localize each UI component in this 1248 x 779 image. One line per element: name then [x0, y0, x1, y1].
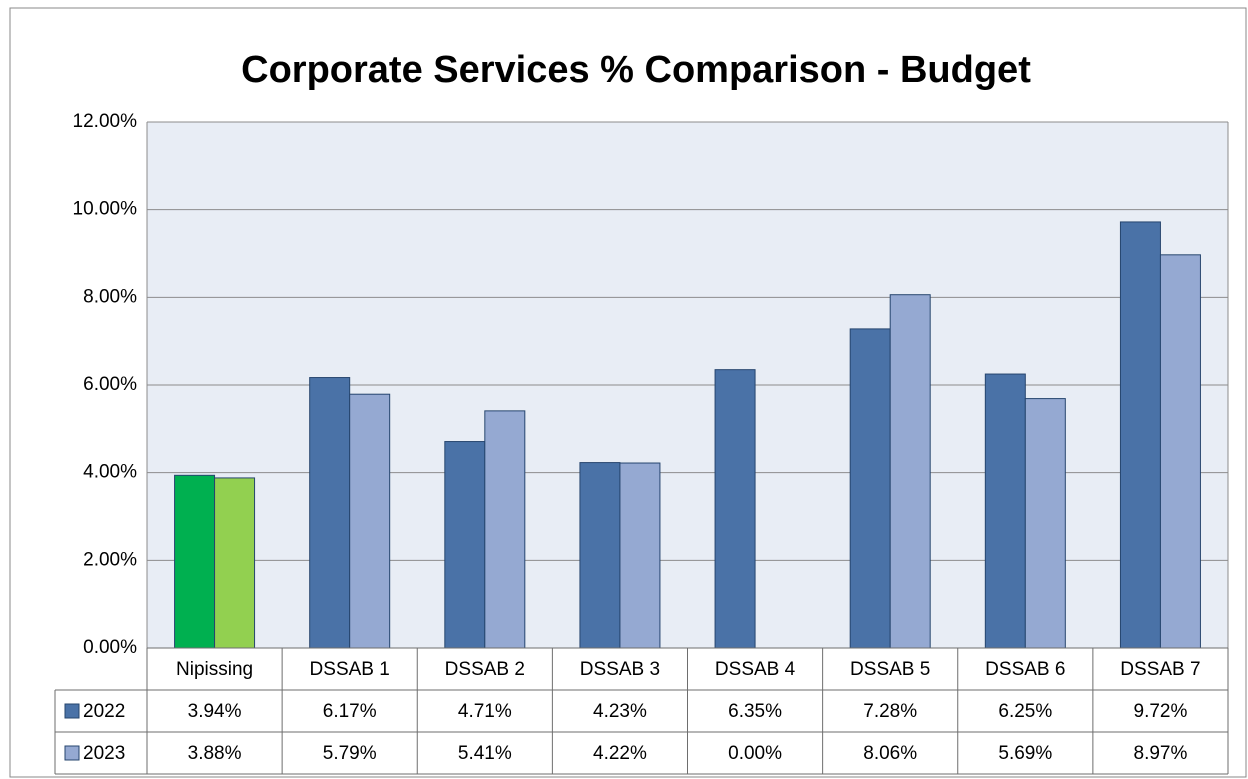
x-tick-label: DSSAB 3	[580, 659, 660, 680]
y-tick-label: 6.00%	[83, 374, 137, 395]
table-value: 3.94%	[188, 701, 242, 722]
table-value: 3.88%	[188, 743, 242, 764]
bar	[309, 377, 351, 649]
x-tick-label: DSSAB 1	[310, 659, 390, 680]
bar	[619, 462, 661, 649]
table-value: 6.35%	[728, 701, 782, 722]
table-value: 8.97%	[1134, 743, 1188, 764]
table-value: 9.72%	[1134, 701, 1188, 722]
x-tick-label: DSSAB 2	[445, 659, 525, 680]
y-tick-label: 4.00%	[83, 462, 137, 483]
table-value: 8.06%	[863, 743, 917, 764]
y-tick-label: 0.00%	[83, 637, 137, 658]
legend-label: 2023	[83, 743, 125, 764]
table-value: 5.41%	[458, 743, 512, 764]
table-value: 4.23%	[593, 701, 647, 722]
x-tick-label: DSSAB 6	[985, 659, 1065, 680]
x-tick-label: Nipissing	[176, 659, 253, 680]
bar	[714, 369, 756, 649]
legend-key	[64, 703, 80, 719]
bar	[484, 410, 526, 649]
bar	[1159, 254, 1201, 649]
bar	[579, 462, 621, 649]
table-value: 6.25%	[998, 701, 1052, 722]
chart-title: Corporate Services % Comparison - Budget	[241, 49, 1031, 91]
bar	[444, 441, 486, 649]
bar	[1119, 221, 1161, 649]
bar	[849, 328, 891, 649]
x-tick-label: DSSAB 5	[850, 659, 930, 680]
bar	[984, 373, 1026, 649]
x-tick-label: DSSAB 4	[715, 659, 796, 680]
table-value: 4.22%	[593, 743, 647, 764]
bar	[214, 477, 256, 649]
table-value: 7.28%	[863, 701, 917, 722]
y-tick-label: 2.00%	[83, 549, 137, 570]
table-value: 5.69%	[998, 743, 1052, 764]
bar	[174, 474, 216, 649]
table-value: 4.71%	[458, 701, 512, 722]
legend-label: 2022	[83, 701, 125, 722]
legend-key	[64, 745, 80, 761]
y-tick-label: 10.00%	[73, 199, 138, 220]
y-tick-label: 12.00%	[73, 111, 138, 132]
y-tick-label: 8.00%	[83, 286, 137, 307]
bar	[1024, 398, 1066, 649]
table-value: 5.79%	[323, 743, 377, 764]
bar	[349, 393, 391, 649]
x-tick-label: DSSAB 7	[1120, 659, 1200, 680]
bar	[889, 294, 931, 649]
table-value: 6.17%	[323, 701, 377, 722]
table-value: 0.00%	[728, 743, 782, 764]
